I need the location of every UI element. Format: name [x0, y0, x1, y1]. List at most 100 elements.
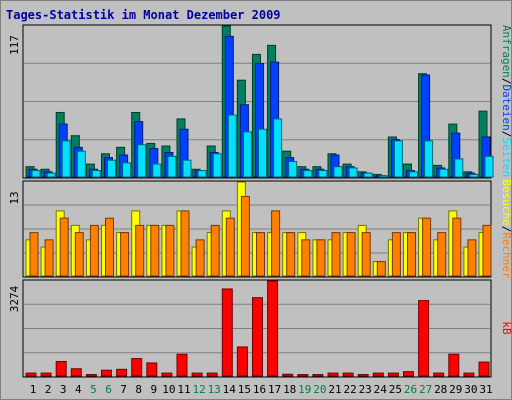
bar-rechner-11: [180, 210, 190, 277]
chart-title: Tages-Statistik im Monat Dezember 2009: [6, 8, 281, 22]
bar-seiten-26: [409, 171, 418, 178]
x-tick-label-30: 30: [464, 383, 477, 396]
bar-seiten-6: [107, 159, 116, 178]
x-tick-label-31: 31: [479, 383, 492, 396]
bar-seiten-24: [378, 175, 388, 178]
bar-kb-4: [70, 368, 82, 377]
bar-seiten-10: [167, 155, 177, 178]
bar-kb-12: [191, 372, 203, 377]
bar-kb-5: [85, 374, 97, 377]
bar-rechner-28: [437, 232, 447, 277]
bar-seiten-4: [76, 150, 86, 178]
bar-rechner-12: [195, 239, 205, 277]
bar-rechner-19: [301, 239, 311, 277]
bar-kb-3: [55, 360, 67, 377]
bar-seiten-12: [197, 170, 207, 178]
bar-rechner-25: [391, 232, 401, 277]
bar-seiten-15: [242, 131, 252, 178]
legend-middle-part-0: Besuche: [500, 179, 512, 225]
bar-rechner-26: [407, 232, 416, 277]
bar-rechner-6: [105, 217, 114, 277]
bar-rechner-23: [361, 232, 371, 277]
bar-seiten-29: [454, 158, 464, 178]
bar-seiten-27: [424, 140, 434, 178]
bar-seiten-22: [348, 167, 358, 178]
bar-kb-27: [418, 300, 430, 377]
bar-seiten-16: [258, 128, 267, 178]
legend-top: Anfragen/Dateien/Seiten: [500, 25, 512, 177]
x-tick-label-1: 1: [30, 383, 37, 396]
bar-seiten-7: [122, 162, 132, 178]
legend-bottom-part-0: kB: [500, 321, 512, 335]
bar-seiten-18: [288, 161, 298, 178]
bar-kb-31: [478, 361, 490, 377]
bar-rechner-17: [271, 210, 281, 277]
bar-rechner-18: [286, 232, 296, 277]
x-tick-label-28: 28: [434, 383, 447, 396]
bar-kb-7: [116, 368, 128, 377]
bar-kb-10: [161, 372, 173, 377]
bar-seiten-21: [333, 166, 343, 178]
bar-rechner-13: [210, 224, 220, 277]
bar-kb-8: [131, 358, 143, 377]
x-tick-label-25: 25: [389, 383, 402, 396]
bar-kb-26: [403, 371, 414, 377]
legend-bottom: kB: [500, 321, 512, 335]
x-tick-label-8: 8: [135, 383, 142, 396]
bar-rechner-9: [150, 224, 160, 277]
ymax-label-middle: 13: [8, 191, 21, 204]
x-tick-label-20: 20: [313, 383, 326, 396]
bar-rechner-21: [331, 232, 341, 277]
bar-rechner-7: [120, 232, 130, 277]
bar-seiten-3: [61, 140, 71, 178]
x-tick-label-12: 12: [192, 383, 205, 396]
x-tick-label-11: 11: [177, 383, 190, 396]
legend-middle-part-2: Rechner: [500, 232, 512, 279]
bar-seiten-2: [46, 172, 56, 178]
bar-seiten-31: [484, 155, 494, 178]
x-tick-label-21: 21: [328, 383, 341, 396]
x-tick-label-16: 16: [253, 383, 266, 396]
x-tick-label-15: 15: [238, 383, 251, 396]
x-tick-label-27: 27: [419, 383, 432, 396]
bar-seiten-1: [31, 170, 41, 178]
bar-rechner-14: [225, 217, 235, 277]
bar-rechner-10: [165, 224, 175, 277]
bar-kb-22: [342, 372, 354, 377]
bar-kb-21: [327, 372, 339, 377]
x-tick-label-6: 6: [105, 383, 112, 396]
bar-kb-1: [25, 372, 37, 377]
ymax-label-top: 117: [8, 35, 21, 55]
bar-rechner-1: [29, 232, 39, 277]
legend-middle-part-1: /: [500, 226, 512, 233]
x-tick-label-7: 7: [120, 383, 127, 396]
bar-rechner-16: [256, 232, 265, 277]
x-tick-label-23: 23: [359, 383, 372, 396]
bar-rechner-20: [316, 239, 326, 277]
bar-kb-23: [357, 374, 369, 377]
ymax-label-bottom: 3274: [8, 285, 21, 312]
bar-rechner-2: [44, 239, 54, 277]
bar-kb-20: [312, 374, 324, 377]
legend-middle: Besuche/Rechner: [500, 179, 512, 279]
bar-kb-19: [297, 374, 309, 377]
bar-rechner-8: [135, 224, 145, 277]
legend-top-part-1: /: [500, 78, 512, 85]
bar-rechner-27: [422, 217, 432, 277]
bar-kb-14: [221, 288, 233, 377]
x-tick-label-26: 26: [404, 383, 417, 396]
bar-kb-6: [101, 369, 112, 377]
legend-top-part-2: Dateien: [500, 84, 512, 130]
bar-seiten-17: [273, 118, 283, 178]
bar-rechner-22: [346, 232, 356, 277]
bar-kb-28: [433, 372, 445, 377]
x-tick-label-22: 22: [343, 383, 356, 396]
x-tick-label-18: 18: [283, 383, 296, 396]
bar-seiten-8: [137, 144, 147, 178]
bar-seiten-19: [303, 170, 313, 178]
bar-rechner-24: [376, 261, 386, 277]
x-tick-label-3: 3: [60, 383, 67, 396]
x-tick-label-19: 19: [298, 383, 311, 396]
legend-top-part-4: Seiten: [500, 137, 512, 177]
